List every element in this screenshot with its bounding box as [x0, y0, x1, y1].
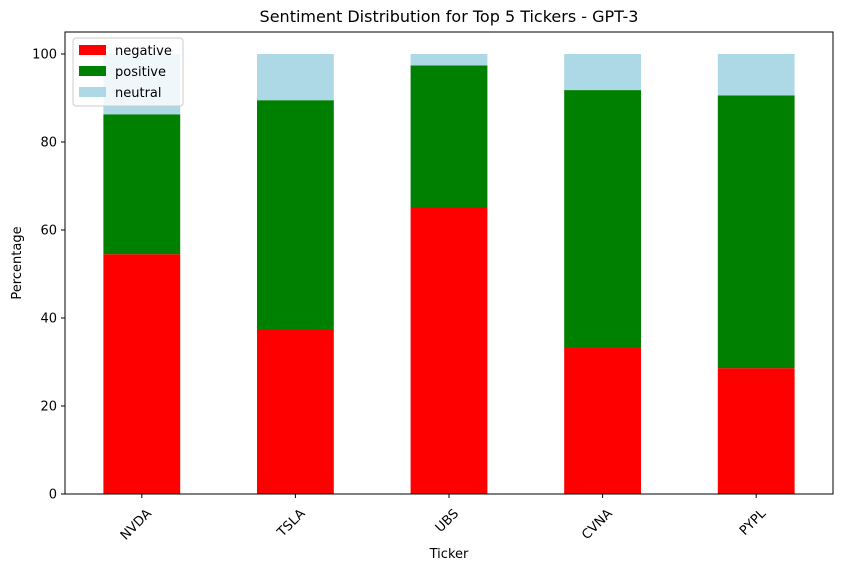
y-tick-label: 60	[40, 224, 57, 239]
bar-positive-nvda	[103, 114, 181, 255]
legend-swatch-positive	[79, 66, 106, 76]
x-tick-label-ubs: UBS	[433, 506, 462, 535]
y-tick-label: 100	[32, 48, 57, 63]
y-tick-label: 40	[40, 312, 57, 327]
y-axis: 0 20 40 60 80 100	[32, 48, 65, 503]
bar-positive-pypl	[717, 95, 795, 369]
bar-negative-tsla	[257, 329, 334, 494]
bar-negative-pypl	[717, 368, 795, 494]
x-tick-label-pypl: PYPL	[737, 506, 770, 539]
legend-label-neutral: neutral	[115, 86, 162, 101]
legend: negative positive neutral	[72, 37, 184, 107]
legend-label-positive: positive	[115, 65, 166, 80]
bar-positive-ubs	[410, 65, 488, 208]
legend-swatch-neutral	[79, 87, 106, 97]
bar-negative-cvna	[564, 347, 641, 494]
y-axis-label: Percentage	[10, 226, 25, 299]
x-tick-label-cvna: CVNA	[579, 506, 616, 543]
y-tick-label: 0	[49, 488, 57, 503]
bar-positive-tsla	[257, 100, 334, 329]
bar-neutral-cvna	[564, 54, 641, 91]
bar-positive-cvna	[564, 90, 641, 348]
x-tick-label-tsla: TSLA	[274, 506, 308, 540]
x-tick-label-nvda: NVDA	[118, 506, 155, 543]
x-axis: NVDA TSLA UBS CVNA PYPL	[118, 494, 770, 543]
y-tick-label: 20	[40, 400, 57, 415]
legend-swatch-negative	[79, 45, 106, 55]
legend-label-negative: negative	[115, 44, 172, 59]
bar-neutral-pypl	[717, 54, 795, 96]
bar-negative-ubs	[410, 208, 488, 494]
bar-neutral-tsla	[257, 54, 334, 101]
x-axis-label: Ticker	[429, 547, 469, 562]
bar-negative-nvda	[103, 254, 181, 494]
bars-group	[103, 54, 795, 494]
chart-title: Sentiment Distribution for Top 5 Tickers…	[260, 7, 639, 26]
y-tick-label: 80	[40, 136, 57, 151]
bar-neutral-ubs	[410, 54, 488, 66]
